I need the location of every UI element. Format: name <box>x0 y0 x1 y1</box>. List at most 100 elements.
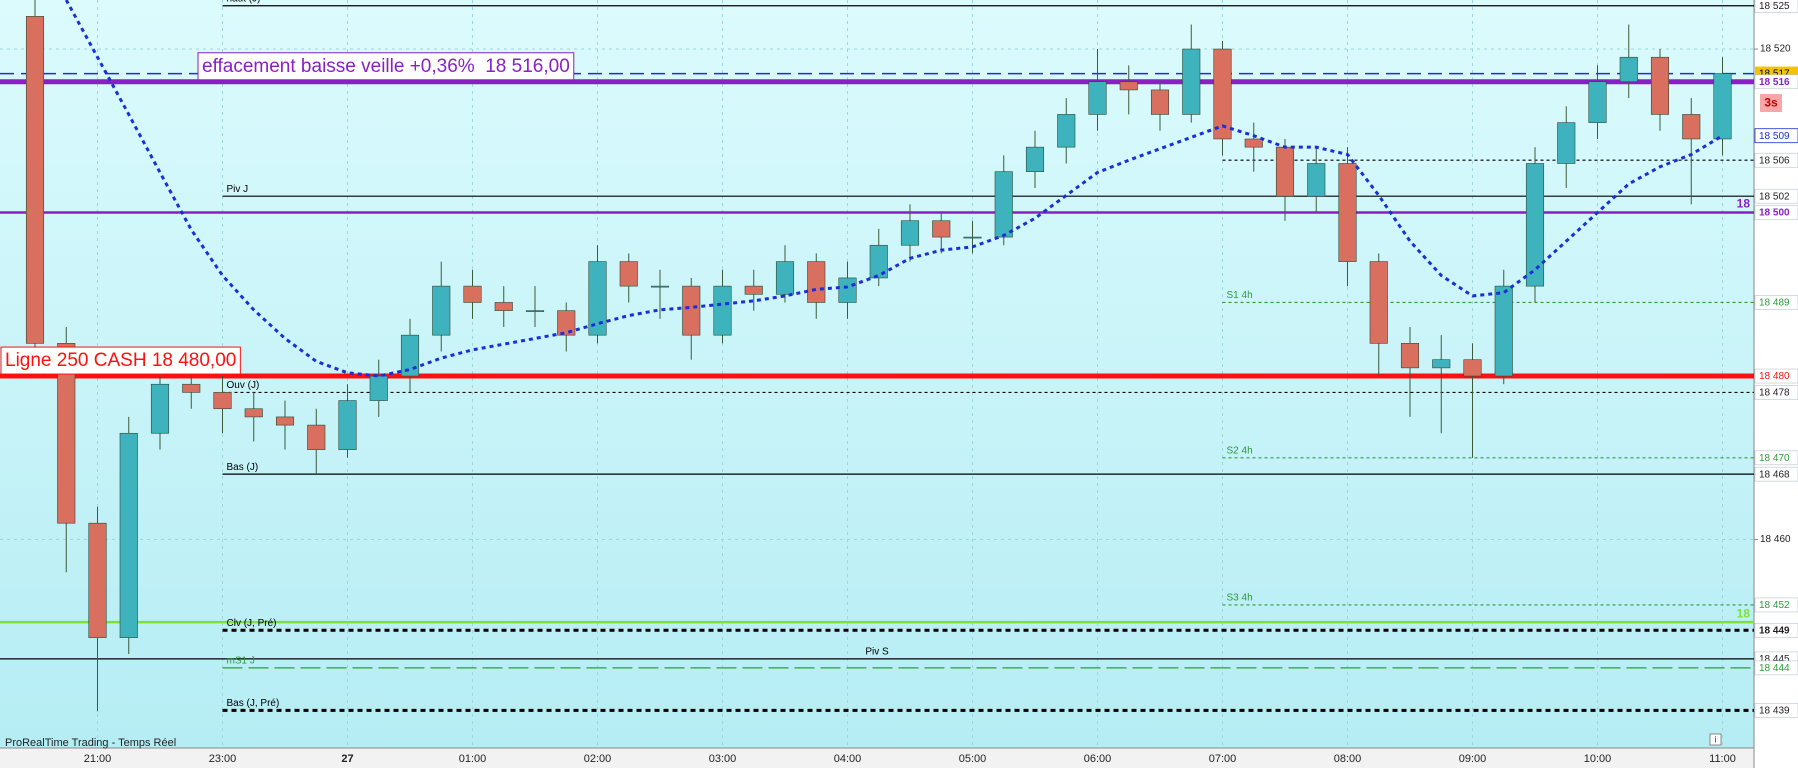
x-tick-label: 21:00 <box>84 753 112 765</box>
candle-body <box>1650 56 1670 115</box>
price-label-box <box>1754 466 1798 482</box>
candle-body <box>900 220 920 246</box>
candle-body <box>119 432 138 638</box>
candle-body <box>807 261 826 303</box>
candle-body <box>57 343 76 524</box>
price-label: 18 525 <box>1759 1 1790 12</box>
price-label: 18 502 <box>1759 191 1790 202</box>
price-label: 18 517 <box>1759 69 1790 80</box>
price-label-box <box>1754 205 1798 220</box>
price-label-box <box>1754 368 1798 384</box>
x-tick-label: 11:00 <box>1709 753 1736 765</box>
price-label: 18 480 <box>1759 371 1790 382</box>
side-label: 18 <box>1737 197 1751 211</box>
candle-body <box>1213 48 1232 140</box>
level-label: Bas (J) <box>227 462 259 473</box>
candle-body <box>1275 146 1295 197</box>
level-label: haut (J) <box>227 0 261 4</box>
candle-body <box>1494 285 1513 377</box>
level-label: Bas (J, Pré) <box>227 698 280 709</box>
candle-body <box>838 277 857 303</box>
candle-body <box>1025 146 1045 172</box>
levels <box>0 5 1754 712</box>
x-tick-label: 05:00 <box>959 753 987 765</box>
candle-body <box>869 244 888 279</box>
candle-body <box>1463 359 1482 377</box>
price-label-box <box>1754 450 1798 466</box>
candle-body <box>619 261 638 287</box>
candle-body <box>1432 359 1451 369</box>
price-label: 18 509 <box>1759 131 1790 142</box>
candle-body <box>994 171 1013 238</box>
annotation-label: effacement baisse veille +0,36% 18 516,0… <box>202 56 570 77</box>
time-axis-background <box>0 748 1754 768</box>
side-label: 18 <box>1737 606 1751 620</box>
price-label: 18 445 <box>1759 654 1790 665</box>
candle-body <box>963 236 982 239</box>
price-label-box <box>1754 128 1798 144</box>
candle-body <box>1119 81 1138 91</box>
info-icon-box[interactable] <box>1709 733 1722 746</box>
overlay: haut (J) effacement baisse veille +0,36% … <box>0 0 1751 709</box>
countdown-box <box>1760 94 1782 112</box>
x-tick-label: 03:00 <box>709 753 737 765</box>
level-label: Clv (J, Pré) <box>227 618 277 629</box>
price-label-box <box>1754 295 1798 310</box>
candle-body <box>182 383 201 393</box>
level-label: mS1 J <box>227 656 255 667</box>
x-tick-label: 07:00 <box>1209 753 1237 765</box>
candle-body <box>588 261 607 336</box>
candle-body <box>463 285 482 303</box>
candle-body <box>1182 48 1201 115</box>
price-label-box <box>1754 74 1798 90</box>
price-label: 18 489 <box>1759 298 1790 309</box>
price-label: 18 500 <box>1759 208 1790 219</box>
price-axis-background <box>1754 0 1798 768</box>
x-tick-label: 10:00 <box>1584 753 1612 765</box>
info-icon[interactable]: i <box>1715 734 1717 744</box>
level-label: S3 4h <box>1227 593 1253 604</box>
candle-body <box>1244 138 1263 148</box>
candle-body <box>1400 343 1420 369</box>
candle-body <box>244 408 263 418</box>
price-label: 18 478 <box>1759 388 1790 399</box>
candle-body <box>557 310 576 336</box>
candle-body <box>338 400 357 450</box>
candle-body <box>744 285 763 295</box>
candle-body <box>1619 56 1638 83</box>
candle-body <box>25 16 45 344</box>
x-tick-label: 09:00 <box>1459 753 1487 765</box>
countdown: 3s <box>1764 96 1778 110</box>
x-tick-label: 27 <box>341 753 353 765</box>
candle-body <box>213 392 232 410</box>
price-label-box <box>1754 597 1798 613</box>
candle-body <box>1369 261 1388 344</box>
annotation-box <box>197 52 575 81</box>
annotation-label: Ligne 250 CASH 18 480,00 <box>5 350 236 371</box>
level-label: Piv J <box>227 184 249 195</box>
candle-body <box>369 375 388 401</box>
price-label: 18 506 <box>1759 155 1790 166</box>
price-label: 18 468 <box>1759 469 1790 480</box>
x-tick-label: 02:00 <box>584 753 612 765</box>
price-label: 18 470 <box>1759 453 1790 464</box>
candle-body <box>650 285 670 288</box>
price-label: 18 516 <box>1759 77 1790 88</box>
candle-body <box>494 302 513 311</box>
candle-body <box>1525 163 1545 287</box>
level-label: Ouv (J) <box>227 380 260 391</box>
candle-body <box>1057 114 1076 148</box>
candle-body <box>1150 89 1170 115</box>
candle-body <box>1338 163 1357 262</box>
x-tick-label: 04:00 <box>834 753 862 765</box>
y-tick-label: 18 460 <box>1760 534 1791 545</box>
y-tick-label: 18 520 <box>1760 44 1791 55</box>
price-label: 18 444 <box>1759 663 1790 674</box>
candle-body <box>275 416 295 426</box>
candle-body <box>400 334 420 377</box>
price-label-box <box>1754 0 1798 14</box>
candle-body <box>775 261 795 295</box>
level-label: S1 4h <box>1227 290 1253 301</box>
footer: ProRealTime Trading - Temps Réel <box>5 737 176 749</box>
